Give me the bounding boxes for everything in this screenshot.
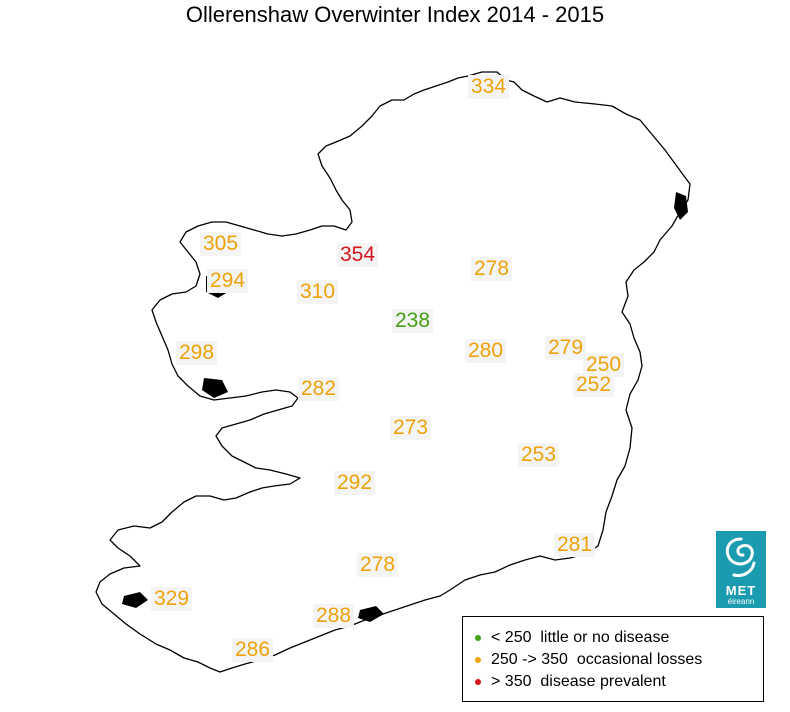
- kerry-islands: [122, 592, 148, 608]
- cork-harbour: [358, 606, 384, 622]
- legend-dot-high: [475, 679, 481, 685]
- legend-label-high: > 350 disease prevalent: [491, 673, 666, 690]
- index-value-305: 305: [200, 232, 242, 256]
- index-value-279: 279: [545, 336, 587, 360]
- index-value-238: 238: [392, 309, 434, 333]
- index-value-278: 278: [357, 553, 399, 577]
- index-value-329: 329: [151, 587, 193, 611]
- legend-item-medium: 250 -> 350 occasional losses: [475, 649, 763, 671]
- legend-label-low: < 250 little or no disease: [491, 629, 670, 646]
- index-value-252: 252: [573, 373, 615, 397]
- legend: < 250 little or no disease 250 -> 350 oc…: [462, 616, 764, 702]
- index-value-298: 298: [176, 341, 218, 365]
- legend-dot-medium: [475, 657, 481, 663]
- connemara-islands: [202, 378, 228, 398]
- logo-text-met: MET: [725, 583, 757, 598]
- coastal-islands: [122, 192, 688, 622]
- ireland-coastline: [95, 71, 691, 673]
- index-value-310: 310: [297, 280, 339, 304]
- index-value-280: 280: [465, 339, 507, 363]
- legend-label-medium: 250 -> 350 occasional losses: [491, 651, 703, 668]
- met-eireann-logo: MET éireann: [716, 531, 766, 608]
- legend-dot-low: [475, 635, 481, 641]
- index-value-282: 282: [298, 377, 340, 401]
- index-value-292: 292: [334, 471, 376, 495]
- index-value-288: 288: [313, 604, 355, 628]
- index-value-253: 253: [518, 443, 560, 467]
- index-value-281: 281: [554, 533, 596, 557]
- index-value-250: 250: [583, 353, 625, 377]
- legend-item-high: > 350 disease prevalent: [475, 671, 763, 693]
- map-title: Ollerenshaw Overwinter Index 2014 - 2015: [185, 2, 605, 27]
- legend-item-low: < 250 little or no disease: [475, 627, 763, 649]
- index-value-273: 273: [390, 416, 432, 440]
- strangford-lough: [674, 192, 688, 220]
- index-value-334: 334: [468, 75, 510, 99]
- index-value-286: 286: [232, 638, 274, 662]
- index-value-354: 354: [337, 243, 379, 267]
- logo-text-eireann: éireann: [727, 597, 755, 606]
- index-value-294: 294: [207, 269, 249, 293]
- swirl-icon: [725, 537, 756, 577]
- index-value-278: 278: [471, 257, 513, 281]
